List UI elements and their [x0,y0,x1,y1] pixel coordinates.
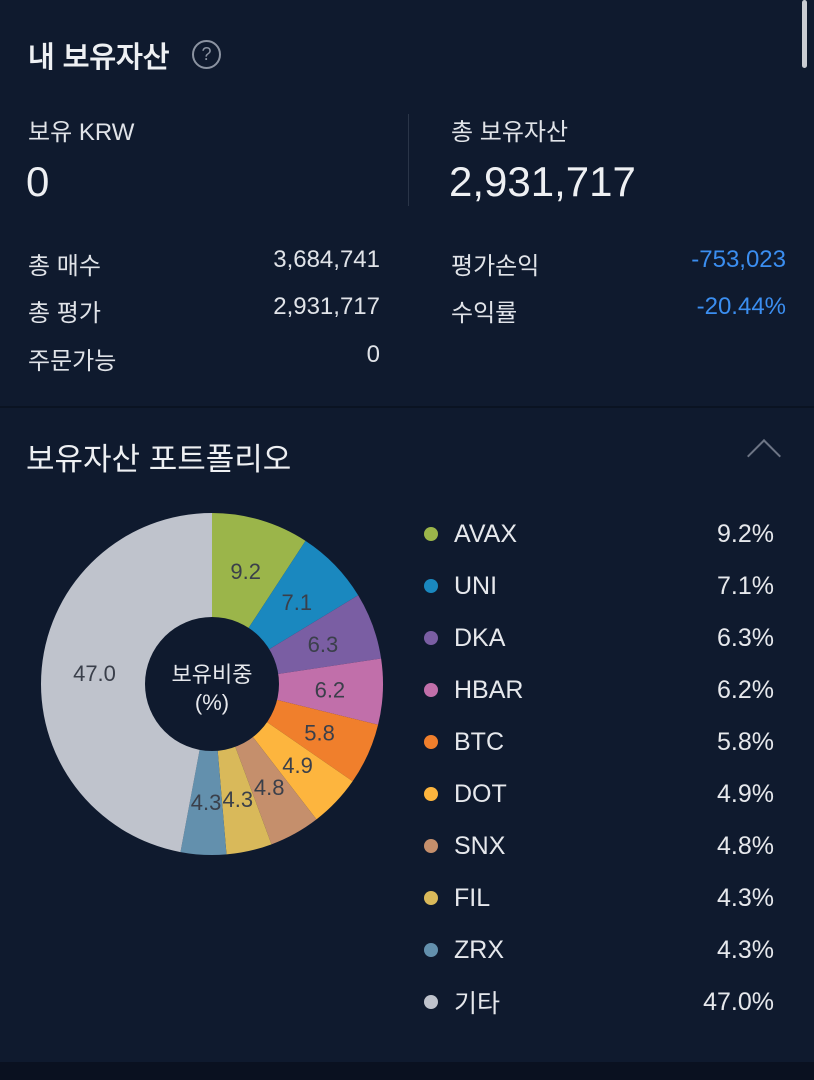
total-eval-label: 총 평가 [28,300,101,327]
return-rate-value: -20.44% [696,293,786,320]
krw-value: 0 [26,158,50,205]
pie-slice-기타 [40,513,212,853]
slice-label: 4.8 [254,775,285,800]
return-rate-label: 수익률 [451,300,518,327]
legend-dot-icon [424,891,438,905]
legend-dot-icon [424,995,438,1009]
orderable-label: 주문가능 [28,348,117,375]
legend-item: 기타 47.0% [424,976,774,1028]
legend-item: UNI 7.1% [424,560,774,612]
chevron-up-icon[interactable] [747,439,781,473]
pie-slice-HBAR [212,658,383,725]
legend-dot-icon [424,943,438,957]
slice-label: 6.2 [315,677,346,702]
legend-name: 기타 [454,990,501,1018]
pnl-label: 평가손익 [451,253,540,280]
question-circle-icon[interactable]: ? [192,40,221,69]
total-assets-value: 2,931,717 [449,158,636,205]
legend-value: 6.2% [717,675,774,704]
legend-name: FIL [454,883,491,912]
slice-label: 5.8 [304,720,335,745]
legend-name: BTC [454,727,504,756]
pnl-value: -753,023 [691,246,786,273]
page-title: 내 보유자산 [28,42,170,74]
legend-dot-icon [424,683,438,697]
divider [408,114,409,206]
legend-item: SNX 4.8% [424,820,774,872]
slice-label: 6.3 [308,632,339,657]
total-buy-value: 3,684,741 [273,246,380,273]
legend-name: DOT [454,779,507,808]
total-eval-value: 2,931,717 [273,293,380,320]
legend-dot-icon [424,735,438,749]
legend-name: UNI [454,571,498,600]
legend-name: DKA [454,623,506,652]
legend-dot-icon [424,527,438,541]
slice-label: 4.3 [191,790,222,815]
legend-dot-icon [424,631,438,645]
slice-label: 4.3 [222,787,253,812]
slice-label: 9.2 [230,559,261,584]
legend-dot-icon [424,787,438,801]
legend-dot-icon [424,839,438,853]
chart-legend: AVAX 9.2% UNI 7.1% DKA 6.3% HBAR 6.2% BTC 5.8% DOT… [424,508,774,1028]
legend-item: HBAR 6.2% [424,664,774,716]
legend-value: 7.1% [717,571,774,600]
legend-item: AVAX 9.2% [424,508,774,560]
donut-hole [145,617,279,751]
bottom-bar [0,1062,814,1080]
portfolio-donut-chart: 9.27.16.36.25.84.94.84.34.347.0 보유비중 (%) [40,513,383,855]
legend-item: DOT 4.9% [424,768,774,820]
orderable-value: 0 [366,341,380,368]
legend-dot-icon [424,579,438,593]
legend-name: AVAX [454,519,517,548]
slice-label: 4.9 [282,753,313,778]
legend-name: ZRX [454,935,504,964]
legend-value: 4.3% [717,883,774,912]
legend-value: 5.8% [717,727,774,756]
legend-item: FIL 4.3% [424,872,774,924]
center-label-title: 보유비중 [172,662,253,687]
legend-value: 47.0% [703,987,774,1016]
legend-item: BTC 5.8% [424,716,774,768]
legend-value: 4.9% [717,779,774,808]
slice-label: 47.0 [73,661,116,686]
legend-value: 4.8% [717,831,774,860]
slice-label: 7.1 [282,590,313,615]
legend-name: HBAR [454,675,524,704]
legend-value: 6.3% [717,623,774,652]
krw-label: 보유 KRW [28,119,135,146]
total-assets-label: 총 보유자산 [451,119,569,146]
scrollbar[interactable] [802,0,807,68]
legend-item: DKA 6.3% [424,612,774,664]
legend-name: SNX [454,831,506,860]
section-divider [0,406,814,408]
legend-item: ZRX 4.3% [424,924,774,976]
total-buy-label: 총 매수 [28,253,101,280]
portfolio-title: 보유자산 포트폴리오 [26,442,292,477]
legend-value: 9.2% [717,519,774,548]
center-label-unit: (%) [195,690,229,715]
legend-value: 4.3% [717,935,774,964]
